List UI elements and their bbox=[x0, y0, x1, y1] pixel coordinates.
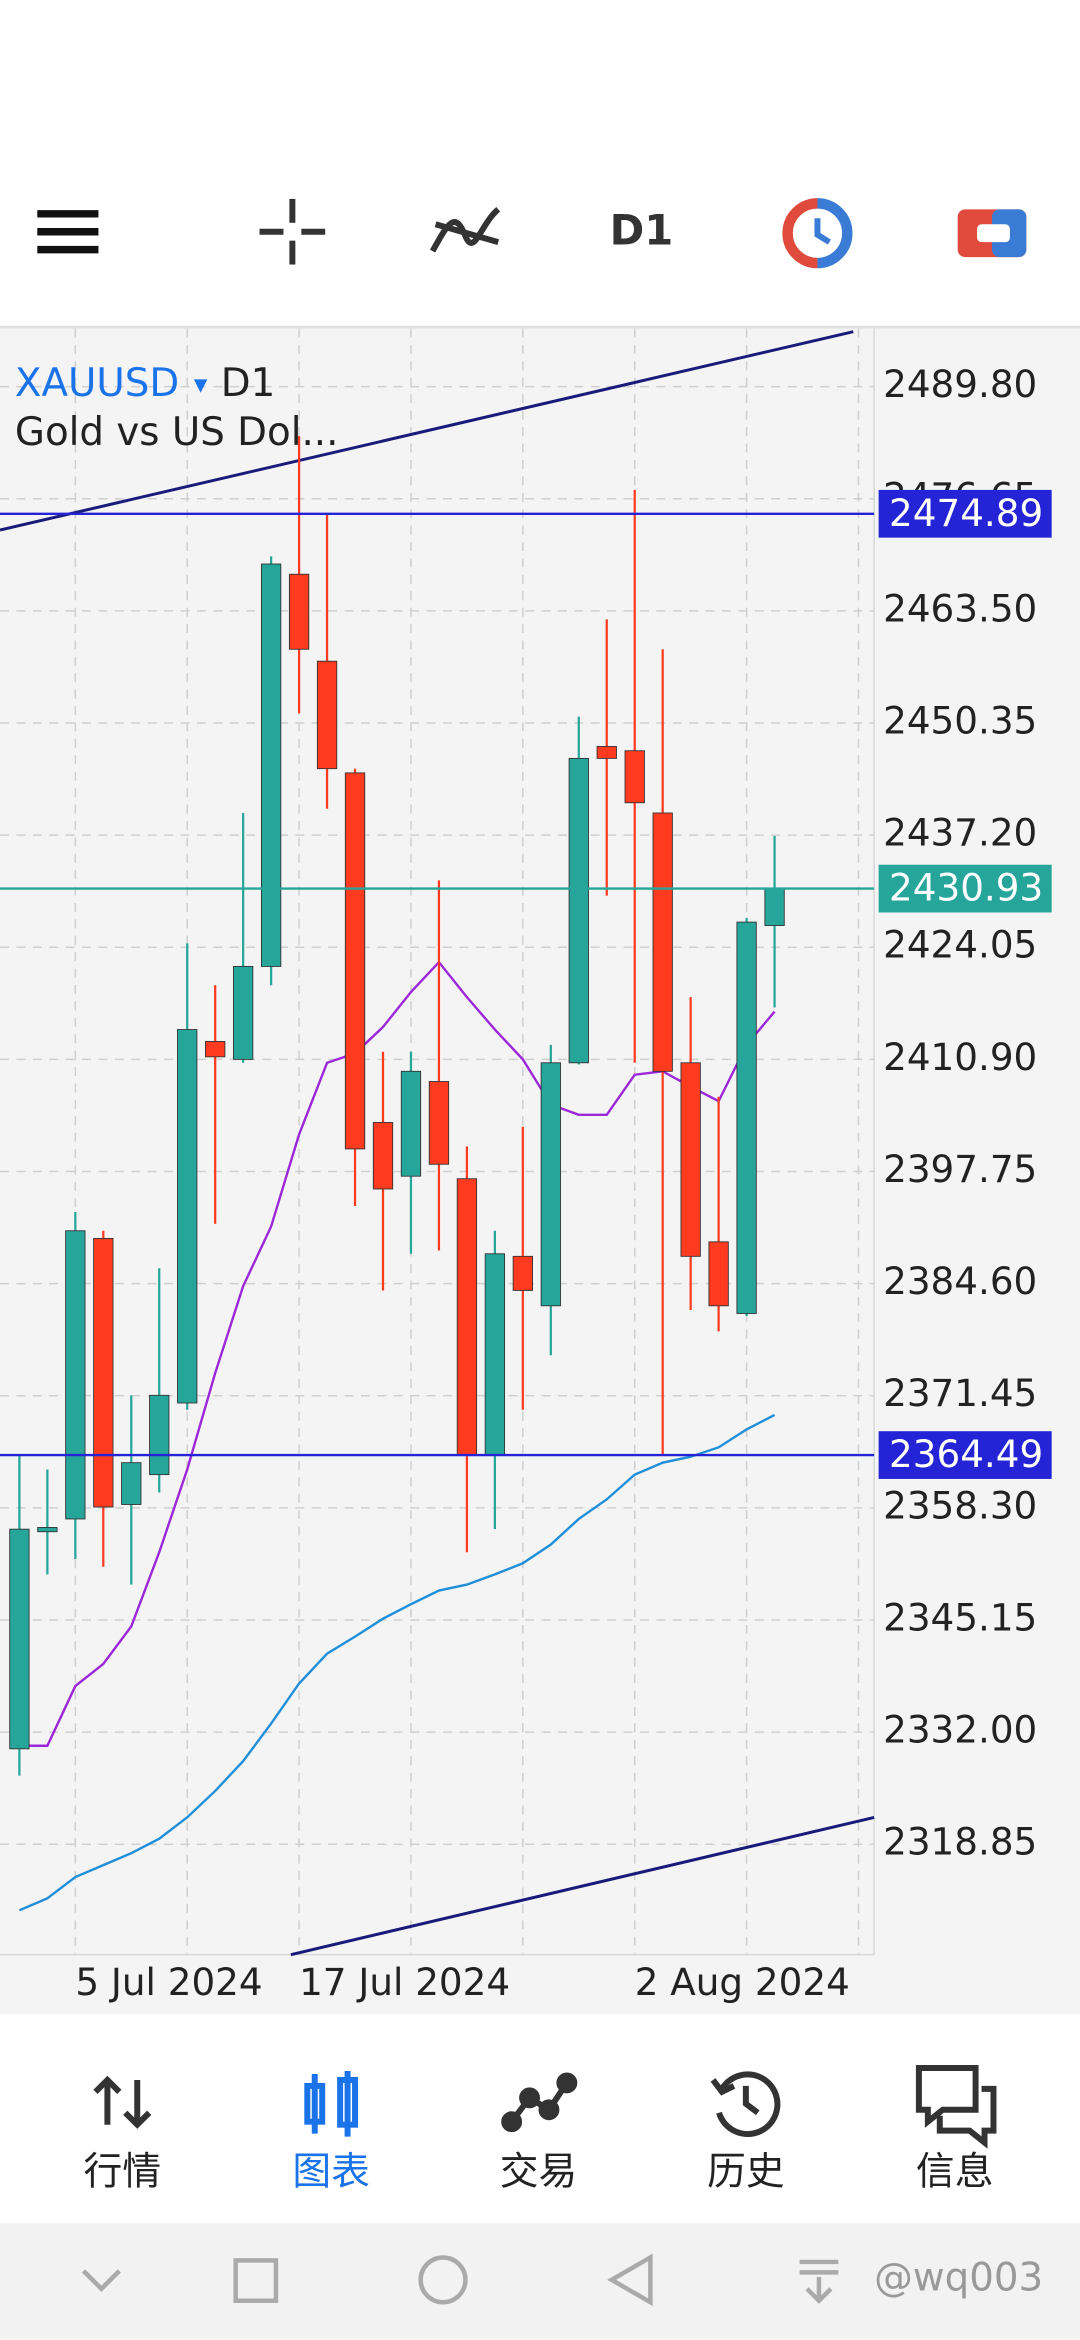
candle-body bbox=[177, 1029, 198, 1404]
trend-line bbox=[0, 330, 854, 532]
indicators-button[interactable] bbox=[429, 207, 501, 253]
menu-button[interactable] bbox=[37, 210, 99, 254]
candle-body bbox=[484, 1253, 506, 1456]
candle-body bbox=[400, 1070, 422, 1177]
moving-average bbox=[19, 960, 776, 1747]
history-icon[interactable] bbox=[710, 2071, 781, 2137]
y-tick-label: 2450.35 bbox=[883, 699, 1037, 743]
candle-body bbox=[428, 1081, 450, 1165]
price-label-box bbox=[878, 1431, 1052, 1479]
candle-body bbox=[512, 1255, 533, 1291]
price-axis: 2489.802476.652463.502450.352437.202424.… bbox=[878, 362, 1052, 1864]
x-tick-label: 17 Jul 2024 bbox=[299, 1960, 510, 2004]
nav-label[interactable]: 历史 bbox=[707, 2149, 785, 2194]
nav-labels: 行情 图表 交易 历史 信息 bbox=[84, 2149, 994, 2194]
candle-body bbox=[316, 660, 338, 770]
trade-clock-button[interactable] bbox=[782, 198, 853, 269]
y-tick-label: 2318.85 bbox=[883, 1820, 1037, 1864]
price-label-box bbox=[878, 864, 1052, 913]
candle-body bbox=[652, 812, 673, 1072]
nav-label[interactable]: 交易 bbox=[500, 2149, 578, 2194]
y-tick-label: 2397.75 bbox=[883, 1147, 1037, 1191]
candle-body bbox=[121, 1462, 142, 1505]
system-bar bbox=[0, 2223, 1080, 2340]
y-tick-label: 2371.45 bbox=[883, 1371, 1037, 1415]
candle-body bbox=[344, 772, 366, 1150]
nav-label[interactable]: 行情 bbox=[84, 2149, 162, 2194]
candle-body bbox=[372, 1122, 394, 1190]
candle-body bbox=[9, 1528, 30, 1750]
candle-body bbox=[37, 1527, 58, 1533]
candle-body bbox=[288, 573, 310, 650]
candle-body bbox=[624, 750, 645, 804]
watermark: @wq003 bbox=[874, 2255, 1043, 2300]
timeframe-button[interactable]: D1 bbox=[610, 206, 674, 255]
top-area bbox=[0, 0, 1080, 326]
symbol[interactable]: XAUUSD bbox=[15, 361, 179, 406]
candle-body bbox=[540, 1062, 561, 1307]
chart-timeframe: D1 bbox=[221, 361, 276, 406]
trade-icon[interactable] bbox=[501, 2072, 578, 2133]
price-label-box bbox=[878, 489, 1052, 538]
y-tick-label: 2410.90 bbox=[883, 1035, 1037, 1079]
y-tick-label: 2384.60 bbox=[883, 1259, 1037, 1303]
y-tick-label: 2424.05 bbox=[883, 923, 1037, 967]
moving-average bbox=[18, 1413, 776, 1912]
candle-body bbox=[233, 965, 254, 1060]
x-tick-label: 5 Jul 2024 bbox=[75, 1960, 262, 2004]
nav-label[interactable]: 信息 bbox=[916, 2149, 994, 2194]
price-label: 2474.89 bbox=[889, 491, 1043, 535]
candle-body bbox=[596, 746, 617, 759]
chart-icon[interactable] bbox=[304, 2070, 359, 2137]
candle-body bbox=[680, 1062, 701, 1257]
plot bbox=[0, 436, 875, 1912]
candle-body bbox=[260, 563, 282, 967]
price-label: 2364.49 bbox=[889, 1432, 1043, 1476]
one-click-button[interactable] bbox=[957, 209, 1027, 258]
candle-body bbox=[205, 1041, 226, 1058]
symbol-dropdown[interactable]: ▾ bbox=[194, 369, 208, 400]
system-buttons[interactable] bbox=[81, 2253, 839, 2307]
messages-icon[interactable] bbox=[915, 2065, 997, 2149]
trend-line bbox=[290, 1815, 875, 1957]
y-tick-label: 2463.50 bbox=[883, 586, 1037, 630]
candle-body bbox=[456, 1178, 478, 1456]
candle-body bbox=[93, 1237, 114, 1508]
candle-body bbox=[764, 888, 785, 926]
y-tick-label: 2437.20 bbox=[883, 811, 1037, 855]
y-tick-label: 2358.30 bbox=[883, 1483, 1037, 1527]
symbol-description: Gold vs US Dol... bbox=[15, 410, 339, 455]
candle-body bbox=[708, 1241, 729, 1307]
quotes-icon[interactable] bbox=[93, 2075, 152, 2129]
candle-body bbox=[568, 757, 589, 1064]
candle-body bbox=[736, 921, 757, 1314]
price-label: 2430.93 bbox=[889, 866, 1043, 910]
candle-body bbox=[65, 1230, 86, 1520]
crosshair-button[interactable] bbox=[259, 198, 326, 265]
y-tick-label: 2345.15 bbox=[883, 1595, 1037, 1639]
nav-label[interactable]: 图表 bbox=[292, 2149, 370, 2194]
y-tick-label: 2489.80 bbox=[883, 362, 1037, 406]
candle-body bbox=[149, 1394, 170, 1476]
bottom-nav bbox=[0, 2014, 1080, 2224]
x-tick-label: 2 Aug 2024 bbox=[635, 1960, 850, 2004]
y-tick-label: 2332.00 bbox=[883, 1708, 1037, 1752]
